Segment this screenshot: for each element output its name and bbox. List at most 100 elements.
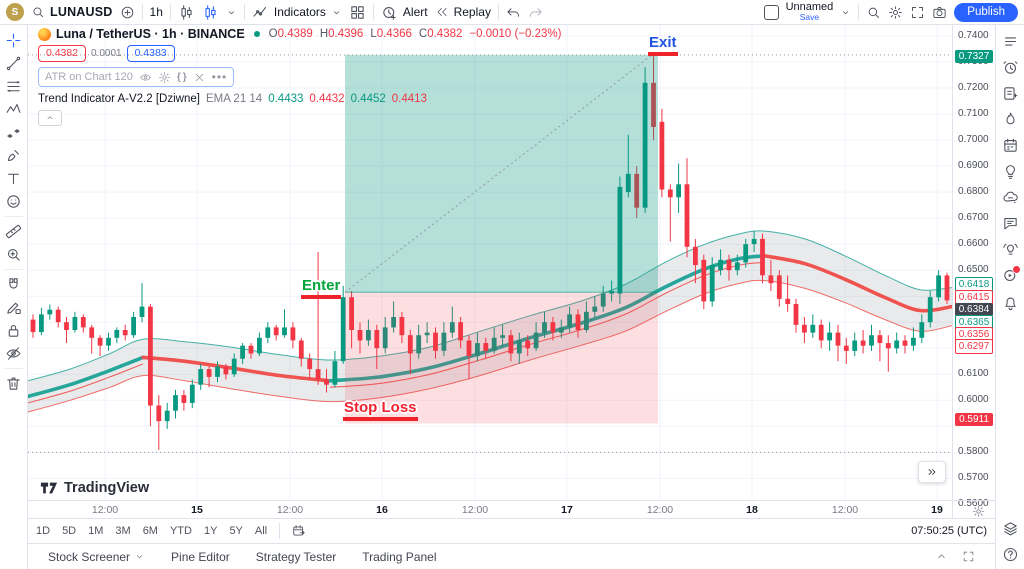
indicator-title: ATR on Chart 120 bbox=[45, 71, 133, 83]
news-journal-icon[interactable] bbox=[1002, 85, 1019, 102]
hide-drawings-icon[interactable] bbox=[5, 345, 22, 362]
indicator-row-atr[interactable]: ATR on Chart 120 { } ••• bbox=[38, 62, 561, 87]
sell-price-button[interactable]: 0.4382 bbox=[38, 45, 86, 62]
price-axis[interactable]: 0.74000.73000.72000.71000.70000.69000.68… bbox=[952, 25, 995, 518]
live-badge bbox=[1011, 265, 1021, 274]
more-icon[interactable]: ••• bbox=[211, 70, 228, 84]
range-5y[interactable]: 5Y bbox=[229, 525, 243, 537]
zoom-in-tool-icon[interactable] bbox=[5, 246, 22, 263]
indicator-value: 0.4433 bbox=[268, 93, 304, 105]
fullscreen-icon[interactable] bbox=[910, 5, 925, 20]
range-all[interactable]: All bbox=[254, 525, 268, 537]
brush-tool-icon[interactable] bbox=[5, 147, 22, 164]
range-1y[interactable]: 1Y bbox=[203, 525, 218, 537]
tab-stock-screener[interactable]: Stock Screener bbox=[48, 550, 145, 564]
watchlist-icon[interactable] bbox=[1002, 33, 1019, 50]
chat-icon[interactable] bbox=[1002, 215, 1019, 232]
stay-drawing-mode-icon[interactable] bbox=[5, 299, 22, 316]
goto-realtime-button[interactable] bbox=[918, 461, 946, 483]
ideas-icon[interactable] bbox=[1002, 163, 1019, 180]
calendar-icon[interactable] bbox=[1002, 137, 1019, 154]
publish-button[interactable]: Publish bbox=[954, 2, 1018, 22]
indicator-templates-icon[interactable] bbox=[349, 4, 366, 21]
legend-collapse-button[interactable] bbox=[38, 110, 62, 126]
tab-pine-editor[interactable]: Pine Editor bbox=[171, 549, 230, 564]
date-range-toolbar: 1D 5D 1M 3M 6M YTD 1Y 5Y All 07:50:25 (U… bbox=[28, 518, 995, 543]
symbol-legend-row[interactable]: Luna / TetherUS · 1h · BINANCE O0.4389 H… bbox=[38, 27, 561, 41]
indicator-row-trend[interactable]: Trend Indicator A-V2.2 [Dziwne] EMA 21 1… bbox=[38, 93, 561, 105]
live-streams-button[interactable] bbox=[1002, 265, 1021, 285]
eye-icon[interactable] bbox=[139, 71, 152, 84]
close-icon[interactable] bbox=[193, 71, 206, 84]
text-tool-icon[interactable] bbox=[5, 170, 22, 187]
range-3m[interactable]: 3M bbox=[115, 525, 131, 537]
clock-utc[interactable]: 07:50:25 (UTC) bbox=[911, 525, 987, 537]
tab-trading-panel[interactable]: Trading Panel bbox=[362, 549, 437, 564]
streams-icon[interactable] bbox=[1002, 241, 1019, 258]
undo-icon[interactable] bbox=[506, 5, 521, 20]
range-ytd[interactable]: YTD bbox=[169, 525, 192, 537]
buy-price-button[interactable]: 0.4383 bbox=[126, 45, 175, 62]
forecast-tool-icon[interactable] bbox=[5, 124, 22, 141]
quick-search-icon[interactable] bbox=[866, 5, 881, 20]
trend-line-tool-icon[interactable] bbox=[5, 55, 22, 72]
help-icon[interactable] bbox=[1002, 546, 1019, 563]
panel-expand-icon[interactable] bbox=[935, 550, 948, 563]
camera-snapshot-icon[interactable] bbox=[932, 5, 947, 20]
hollow-candles-style-icon[interactable] bbox=[202, 4, 219, 21]
lock-drawings-icon[interactable] bbox=[5, 322, 22, 339]
layout-icon[interactable] bbox=[763, 4, 779, 20]
symbol-title: Luna / TetherUS · 1h · BINANCE bbox=[56, 27, 245, 41]
crosshair-tool-icon[interactable] bbox=[5, 32, 22, 49]
alert-button[interactable]: Alert bbox=[381, 4, 428, 21]
right-sidebar bbox=[995, 25, 1024, 569]
user-avatar[interactable]: S bbox=[6, 3, 24, 21]
interval-button[interactable]: 1h bbox=[149, 5, 163, 19]
alerts-icon[interactable] bbox=[1002, 59, 1019, 76]
range-6m[interactable]: 6M bbox=[142, 525, 158, 537]
indicators-button[interactable]: Indicators bbox=[252, 4, 342, 21]
go-to-date-icon[interactable] bbox=[292, 524, 306, 538]
settings-gear-icon[interactable] bbox=[888, 5, 903, 20]
layout-name-menu[interactable]: Unnamed Save bbox=[785, 1, 834, 23]
xabcd-pattern-tool-icon[interactable] bbox=[5, 101, 22, 118]
save-button[interactable]: Save bbox=[799, 12, 820, 22]
symbol-name: LUNAUSD bbox=[50, 5, 113, 19]
indicator-title: Trend Indicator A-V2.2 [Dziwne] bbox=[38, 93, 200, 105]
candlestick-chart[interactable] bbox=[28, 25, 952, 500]
time-axis[interactable]: 12:00 15 12:00 16 12:00 17 12:00 18 12:00 19 bbox=[28, 500, 995, 518]
bid-ask-row: 0.4382 0.0001 0.4383 bbox=[38, 45, 561, 62]
indicators-icon bbox=[252, 4, 269, 21]
range-1d[interactable]: 1D bbox=[36, 525, 51, 537]
range-5d[interactable]: 5D bbox=[62, 525, 77, 537]
minds-icon[interactable] bbox=[1002, 189, 1019, 206]
range-1m[interactable]: 1M bbox=[88, 525, 104, 537]
remove-drawings-icon[interactable] bbox=[5, 375, 22, 392]
top-toolbar: S LUNAUSD 1h Indicators Alert Replay bbox=[0, 0, 1024, 25]
chevron-down-icon[interactable] bbox=[840, 7, 851, 18]
spread-value: 0.0001 bbox=[91, 48, 122, 59]
magnet-mode-icon[interactable] bbox=[5, 276, 22, 293]
gear-icon[interactable] bbox=[158, 71, 171, 84]
market-status-dot bbox=[253, 31, 260, 37]
search-icon bbox=[31, 5, 45, 19]
divider bbox=[141, 4, 143, 20]
ruler-tool-icon[interactable] bbox=[5, 223, 22, 240]
tab-strategy-tester[interactable]: Strategy Tester bbox=[255, 549, 337, 564]
double-chevron-right-icon bbox=[926, 466, 938, 478]
chevron-down-icon[interactable] bbox=[226, 7, 237, 18]
divider bbox=[372, 4, 374, 20]
compare-add-icon[interactable] bbox=[120, 5, 135, 20]
redo-icon[interactable] bbox=[528, 5, 543, 20]
object-tree-icon[interactable] bbox=[1002, 520, 1019, 537]
fib-retracement-tool-icon[interactable] bbox=[5, 78, 22, 95]
emoji-tool-icon[interactable] bbox=[5, 193, 22, 210]
notifications-bell-icon[interactable] bbox=[1002, 294, 1019, 311]
hotlists-icon[interactable] bbox=[1002, 111, 1019, 128]
symbol-search[interactable]: LUNAUSD bbox=[31, 5, 113, 19]
divider bbox=[4, 368, 23, 369]
source-code-icon[interactable]: { } bbox=[176, 71, 187, 83]
replay-button[interactable]: Replay bbox=[435, 5, 491, 19]
candles-style-icon[interactable] bbox=[178, 4, 195, 21]
panel-maximize-icon[interactable] bbox=[962, 550, 975, 563]
